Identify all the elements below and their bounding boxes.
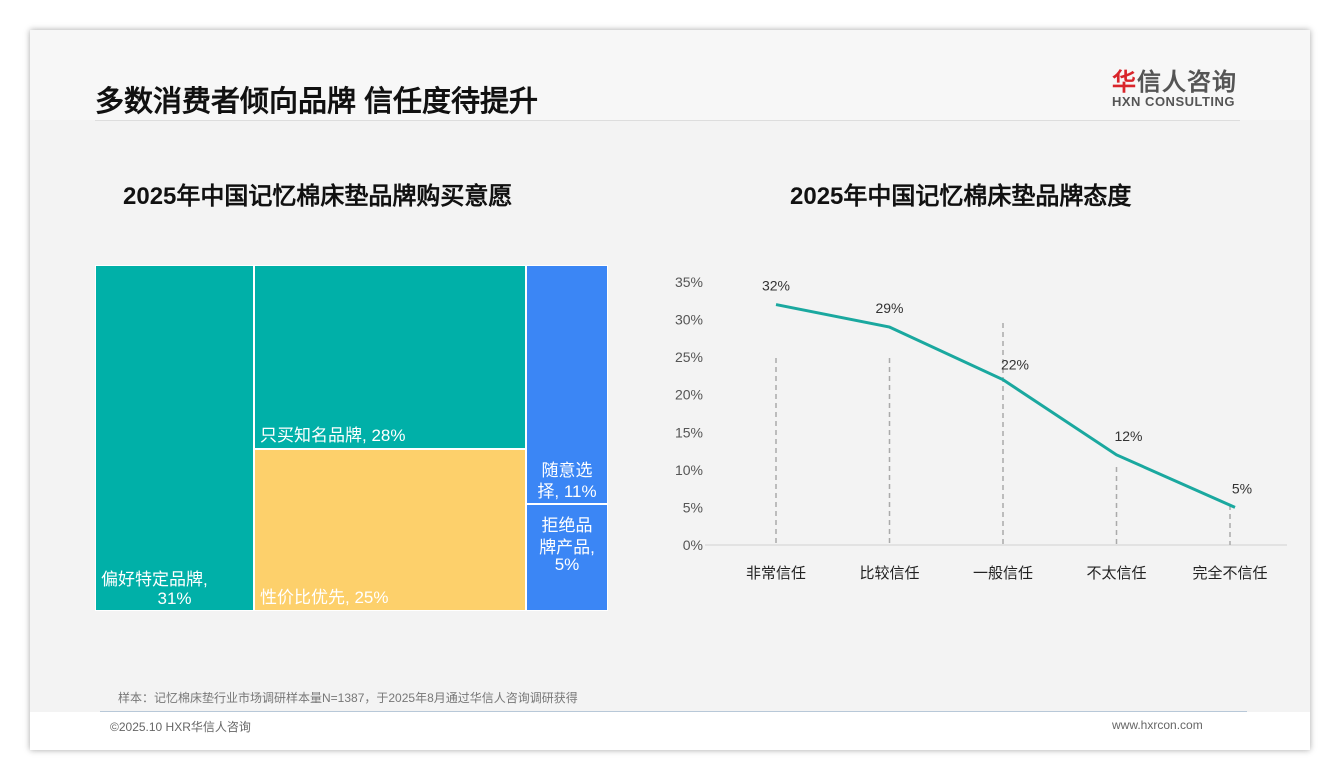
y-tick-label: 20% [675, 387, 703, 403]
cell-label: 拒绝品 [541, 516, 593, 535]
y-tick-label: 15% [675, 424, 703, 440]
cell-value: 31% [157, 589, 192, 608]
copyright: ©2025.10 HXR华信人咨询 [110, 720, 251, 734]
treemap-title: 2025年中国记忆棉床垫品牌购买意愿 [123, 183, 513, 210]
slide: 多数消费者倾向品牌 信任度待提升 华信人咨询 HXN CONSULTING 20… [30, 30, 1310, 750]
cell-label: 随意选 [541, 461, 593, 480]
x-tick-label: 比较信任 [859, 564, 919, 582]
treemap-cell-random: 随意选 择, 11% [526, 265, 608, 504]
x-tick-label: 非常信任 [746, 565, 806, 582]
line-chart-title: 2025年中国记忆棉床垫品牌态度 [790, 183, 1132, 210]
cell-value: 5% [554, 555, 580, 574]
treemap-cell-reject: 拒绝品 牌产品, 5% [526, 504, 608, 611]
logo: 华信人咨询 [1112, 62, 1237, 97]
data-label: 12% [1114, 428, 1142, 444]
data-label: 29% [875, 300, 903, 316]
y-tick-label: 35% [675, 274, 703, 290]
footer-divider [100, 711, 1247, 712]
x-tick-label: 不太信任 [1086, 565, 1146, 582]
y-tick-label: 10% [675, 462, 703, 478]
data-label: 5% [1232, 480, 1252, 496]
treemap-cell-preferred-brand: 偏好特定品牌, 31% [95, 265, 254, 611]
header [30, 30, 1310, 120]
y-tick-label: 0% [683, 537, 703, 553]
x-tick-label: 一般信任 [973, 565, 1033, 582]
logo-text: 信人咨询 [1137, 69, 1237, 96]
footer [30, 712, 1310, 750]
series-line [775, 303, 1236, 509]
data-label: 32% [762, 278, 790, 294]
cell-label: 偏好特定品牌, [101, 570, 208, 589]
data-label: 22% [1001, 357, 1029, 373]
logo-en: HXN CONSULTING [1112, 94, 1236, 109]
sample-note: 样本：记忆棉床垫行业市场调研样本量N=1387，于2025年8月通过华信人咨询调… [118, 691, 578, 705]
cell-value: 择, 11% [537, 482, 597, 501]
treemap-cell-famous-brand: 只买知名品牌, 28% [254, 265, 526, 449]
y-tick-label: 5% [683, 499, 703, 515]
page-title: 多数消费者倾向品牌 信任度待提升 [95, 86, 539, 118]
cell-label: 只买知名品牌, 28% [260, 426, 406, 445]
line-chart: 0% 5% 10% 15% 20% 25% 30% 35% 非常信任 比较信任 一般信任 不太信任 完全… [675, 274, 1287, 582]
y-tick-label: 25% [675, 349, 703, 365]
treemap-cell-value-first: 性价比优先, 25% [254, 449, 526, 611]
website: www.hxrcon.com [1112, 718, 1203, 732]
logo-red: 华 [1112, 69, 1137, 96]
header-divider [95, 120, 1240, 121]
x-tick-label: 完全不信任 [1192, 564, 1267, 582]
cell-label: 性价比优先, 25% [260, 588, 389, 607]
y-tick-label: 30% [675, 312, 703, 328]
cell-label: 牌产品, [539, 538, 595, 557]
